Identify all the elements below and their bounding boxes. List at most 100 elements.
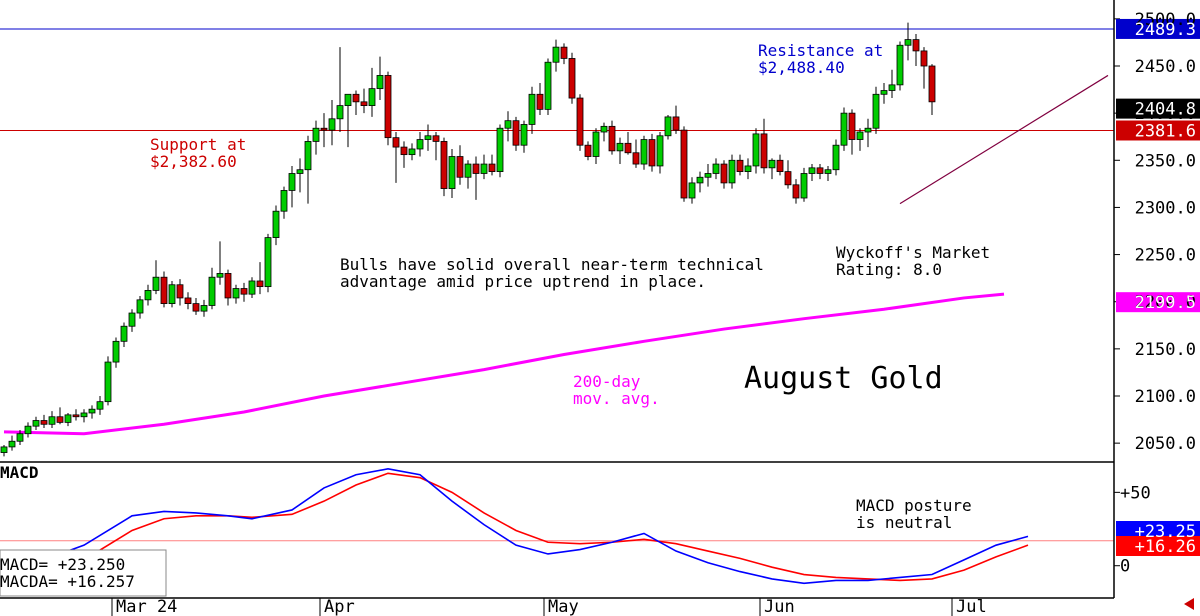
candle xyxy=(80,409,88,423)
candle-body xyxy=(752,133,760,167)
candle-body xyxy=(640,139,648,165)
candle-body xyxy=(344,93,352,106)
candle-body xyxy=(168,284,176,305)
candle-body xyxy=(864,127,872,133)
candle xyxy=(216,241,224,285)
candle-body xyxy=(304,141,312,171)
candle xyxy=(192,297,200,315)
candle-body xyxy=(552,46,560,63)
candle-body xyxy=(408,148,416,156)
candle xyxy=(872,86,880,134)
candle-body xyxy=(496,127,504,173)
candle xyxy=(600,122,608,142)
candle xyxy=(360,88,368,114)
candle xyxy=(32,416,40,430)
candle xyxy=(704,164,712,187)
candle-body xyxy=(840,112,848,146)
candle-body xyxy=(256,280,264,288)
candle-body xyxy=(488,163,496,173)
candle xyxy=(448,148,456,198)
candle-body xyxy=(816,167,824,174)
candle xyxy=(416,132,424,157)
candle xyxy=(104,356,112,406)
candle xyxy=(72,409,80,421)
candle xyxy=(808,164,816,182)
candle xyxy=(48,411,56,429)
candle xyxy=(504,111,512,142)
price-tick-label: 2150.0 xyxy=(1135,340,1196,360)
candle-body xyxy=(448,156,456,189)
candle xyxy=(920,47,928,89)
candle-body xyxy=(888,84,896,91)
candle-body xyxy=(336,105,344,120)
month-label: May xyxy=(548,597,579,616)
candle-body xyxy=(0,446,8,453)
candle xyxy=(760,118,768,174)
candle xyxy=(832,139,840,176)
candle-body xyxy=(848,112,856,140)
candle-body xyxy=(856,131,864,140)
resistance-annotation: $2,488.40 xyxy=(758,58,845,77)
candle-body xyxy=(376,75,384,90)
moving-average-annotation: 200-day xyxy=(573,372,641,391)
candle xyxy=(736,154,744,176)
support-annotation: $2,382.60 xyxy=(150,152,237,171)
market-rating-text: Rating: 8.0 xyxy=(836,260,942,279)
price-tick-label: 2450.0 xyxy=(1135,57,1196,77)
candle xyxy=(552,39,560,72)
candle xyxy=(776,154,784,176)
candle-body xyxy=(880,90,888,95)
candle xyxy=(664,115,672,140)
candle xyxy=(672,105,680,134)
candle xyxy=(168,280,176,308)
candle xyxy=(96,396,104,415)
candle xyxy=(248,277,256,298)
candle xyxy=(352,90,360,116)
commentary-text: advantage amid price uptrend in place. xyxy=(340,272,706,291)
candle xyxy=(568,52,576,104)
candle-body xyxy=(296,169,304,174)
candle-body xyxy=(40,420,48,425)
candle xyxy=(184,292,192,310)
candle xyxy=(136,296,144,319)
candle-body xyxy=(104,361,112,403)
candle xyxy=(56,407,64,425)
candle-body xyxy=(384,75,392,139)
candle-body xyxy=(312,127,320,142)
candle xyxy=(64,412,72,427)
macd-readout-box xyxy=(0,549,167,597)
candle xyxy=(112,337,120,368)
candle-body xyxy=(664,116,672,137)
candle xyxy=(152,260,160,295)
candle-body xyxy=(216,273,224,278)
candle-body xyxy=(288,173,296,191)
candle-body xyxy=(200,305,208,312)
candle-body xyxy=(720,163,728,184)
candle-body xyxy=(96,401,104,410)
candle xyxy=(928,64,936,116)
candle-body xyxy=(512,120,520,146)
candle xyxy=(728,154,736,189)
macd-last-value-bg xyxy=(1116,536,1200,556)
candle-body xyxy=(784,171,792,186)
candle xyxy=(160,271,168,308)
resistance-annotation: Resistance at xyxy=(758,41,883,60)
level-label: 2489.3 xyxy=(1135,20,1196,40)
candle-body xyxy=(928,65,936,103)
candle xyxy=(536,82,544,116)
candle xyxy=(0,445,8,457)
candle xyxy=(128,309,136,332)
moving-average-line xyxy=(3,292,1005,436)
candle-body xyxy=(912,39,920,52)
candle xyxy=(744,158,752,180)
candle xyxy=(624,132,632,155)
candle-body xyxy=(272,210,280,238)
macd-last-value: +23.25 xyxy=(1135,522,1196,542)
candle xyxy=(256,262,264,295)
candle-body xyxy=(464,163,472,178)
candle-body xyxy=(248,280,256,295)
moving-average-annotation: mov. avg. xyxy=(573,389,660,408)
candle xyxy=(680,126,688,202)
candle xyxy=(376,56,384,100)
candle xyxy=(344,93,352,148)
